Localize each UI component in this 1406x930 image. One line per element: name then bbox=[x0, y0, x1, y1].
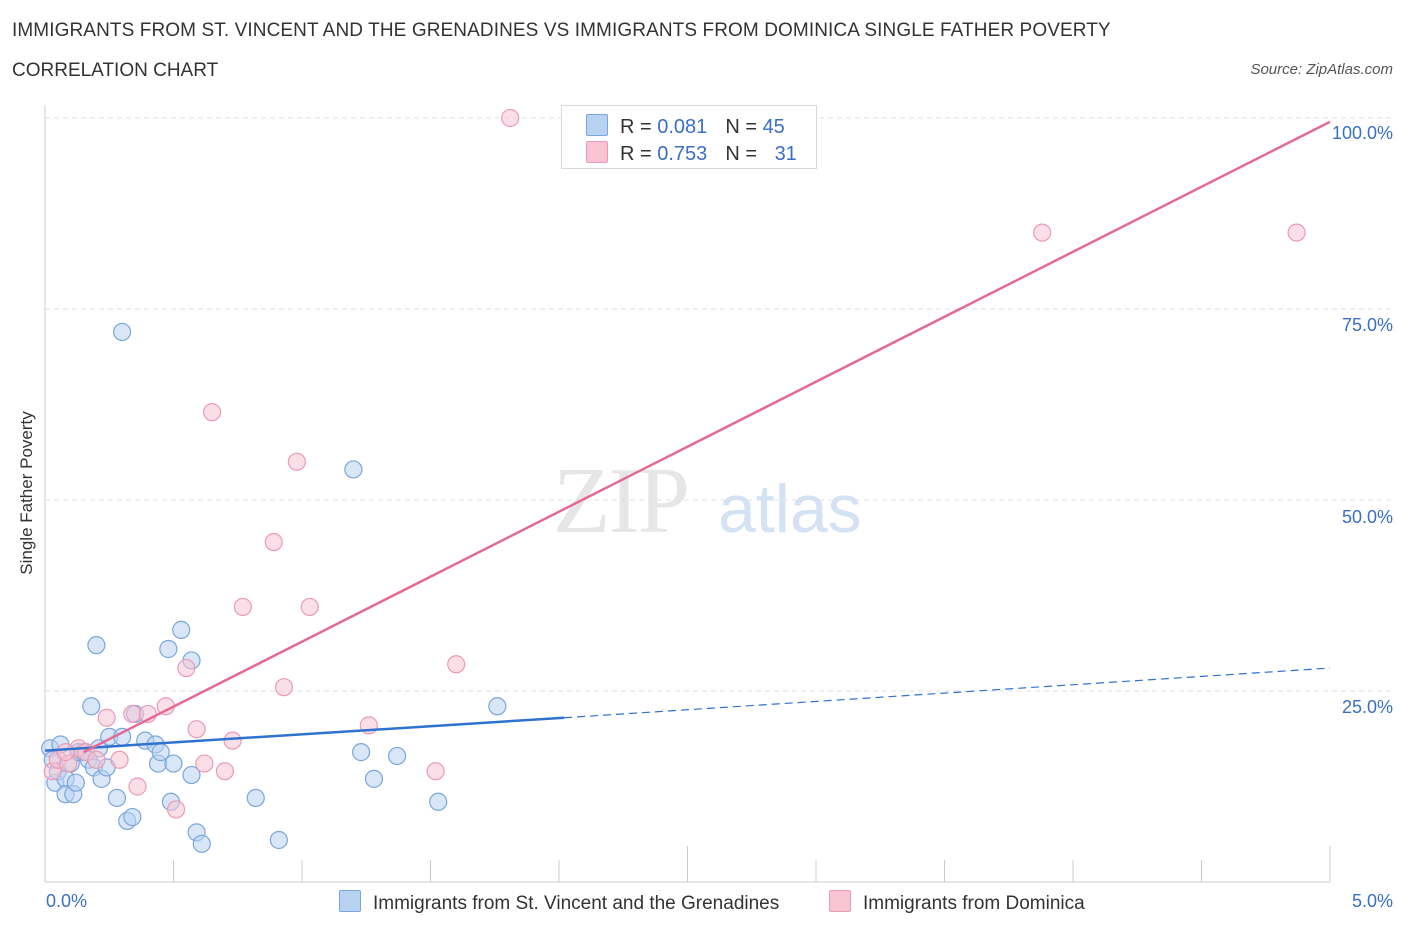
chart-title-line1: IMMIGRANTS FROM ST. VINCENT AND THE GREN… bbox=[12, 20, 1111, 41]
watermark-atlas: atlas bbox=[718, 471, 862, 547]
legend-pink-n-value: 31 bbox=[774, 143, 797, 165]
legend-blue-n-label: N = bbox=[725, 116, 763, 138]
pink-point bbox=[447, 655, 466, 674]
legend-pink-r-label: R = bbox=[620, 143, 658, 165]
x-tick-label-min: 0.0% bbox=[46, 891, 88, 911]
blue-trend-line bbox=[44, 716, 565, 752]
blue-point bbox=[246, 788, 265, 808]
y-tick-label-100: 100.0% bbox=[1331, 123, 1393, 143]
legend-pink-r-value: 0.753 bbox=[657, 143, 708, 165]
blue-point bbox=[87, 636, 106, 655]
pink-series-swatch-icon bbox=[829, 890, 851, 912]
pink-point bbox=[195, 754, 214, 773]
source-label: Source: ZipAtlas.com bbox=[1250, 61, 1393, 78]
blue-point bbox=[269, 830, 288, 850]
legend-blue-n-value: 45 bbox=[762, 116, 785, 138]
blue-point bbox=[192, 834, 211, 853]
legend-blue-r-value: 0.081 bbox=[657, 116, 708, 138]
bottom-legend-blue: Immigrants from St. Vincent and the Gren… bbox=[339, 890, 779, 915]
blue-point bbox=[182, 765, 201, 785]
pink-point bbox=[202, 403, 222, 422]
blue-point bbox=[488, 697, 507, 716]
stats-legend: R = 0.081 N = 45 R = 0.753 N = 31 bbox=[561, 105, 817, 169]
pink-point bbox=[166, 800, 186, 819]
legend-row-pink: R = 0.753 N = 31 bbox=[586, 141, 797, 166]
pink-point bbox=[287, 452, 306, 471]
watermark-zip: ZIP bbox=[553, 449, 690, 553]
pink-point bbox=[501, 108, 520, 128]
blue-point bbox=[112, 322, 132, 342]
blue-point bbox=[107, 788, 127, 808]
pink-point bbox=[1033, 223, 1052, 242]
blue-point bbox=[352, 743, 371, 762]
bottom-legend-pink: Immigrants from Dominica bbox=[829, 890, 1085, 915]
pink-trend-line bbox=[82, 120, 1331, 754]
pink-point bbox=[223, 731, 242, 750]
pink-point bbox=[87, 750, 106, 769]
pink-point bbox=[233, 597, 252, 617]
blue-point bbox=[164, 754, 183, 773]
pink-point bbox=[215, 762, 234, 781]
pink-point bbox=[123, 704, 142, 724]
blue-point bbox=[159, 639, 178, 659]
series-name-pink: Immigrants from Dominica bbox=[863, 893, 1085, 914]
blue-point bbox=[82, 697, 101, 716]
y-tick-label-25: 25.0% bbox=[1341, 697, 1393, 717]
blue-point bbox=[66, 773, 85, 792]
pink-swatch-icon bbox=[586, 141, 608, 163]
pink-point bbox=[97, 708, 116, 727]
blue-point bbox=[387, 746, 407, 766]
chart-title-line2: CORRELATION CHART bbox=[12, 60, 219, 81]
x-tick-label-max: 5.0% bbox=[1351, 891, 1393, 911]
pink-point bbox=[274, 678, 294, 697]
blue-point bbox=[123, 807, 142, 827]
blue-trend-extension-line bbox=[564, 667, 1331, 719]
blue-point bbox=[344, 460, 363, 479]
blue-point bbox=[172, 620, 191, 639]
pink-point bbox=[300, 597, 319, 617]
blue-series-swatch-icon bbox=[339, 890, 361, 912]
y-tick-label-75: 75.0% bbox=[1341, 315, 1393, 335]
pink-point bbox=[426, 762, 445, 781]
series-name-blue: Immigrants from St. Vincent and the Gren… bbox=[373, 893, 780, 914]
y-tick-label-50: 50.0% bbox=[1341, 507, 1393, 527]
blue-swatch-icon bbox=[586, 114, 608, 136]
legend-row-blue: R = 0.081 N = 45 bbox=[586, 114, 785, 139]
pink-point bbox=[187, 720, 206, 739]
legend-blue-r-label: R = bbox=[620, 116, 658, 138]
blue-point bbox=[429, 792, 448, 811]
pink-point bbox=[1287, 223, 1306, 242]
pink-point bbox=[110, 750, 129, 769]
pink-point bbox=[177, 658, 196, 678]
pink-point bbox=[56, 743, 75, 762]
y-axis-label: Single Father Poverty bbox=[17, 411, 36, 575]
pink-point bbox=[264, 532, 283, 552]
pink-point bbox=[128, 777, 147, 796]
blue-point bbox=[364, 769, 384, 788]
legend-pink-n-label: N = bbox=[725, 143, 763, 165]
